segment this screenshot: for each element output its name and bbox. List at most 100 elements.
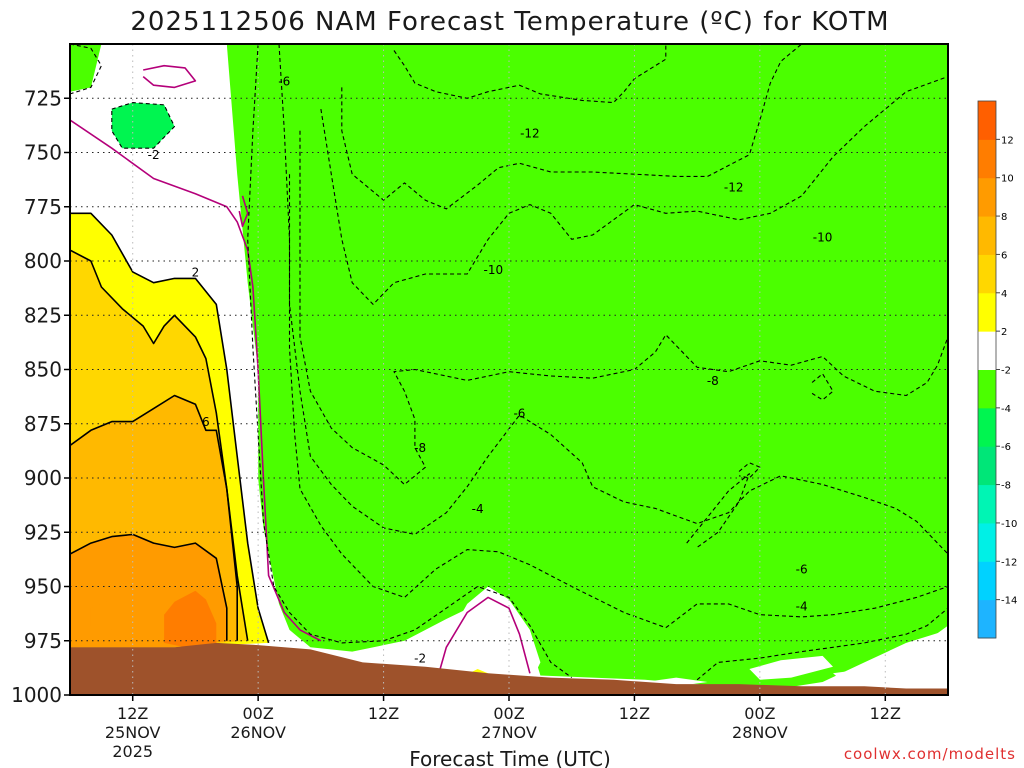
colorbar-swatch xyxy=(978,292,996,332)
contour-label: -6 xyxy=(278,74,290,88)
y-tick-label: 825 xyxy=(24,303,62,327)
temperature-band--4 xyxy=(937,412,948,470)
contour-label: -8 xyxy=(707,374,719,388)
contour-label: -12 xyxy=(520,126,540,140)
colorbar-label: -8 xyxy=(1001,481,1011,492)
contour-label: -4 xyxy=(472,502,484,516)
isotherm--8 xyxy=(811,373,834,401)
y-tick-label: 750 xyxy=(24,141,62,165)
isotherm--2 xyxy=(70,119,322,642)
colorbar-label: -10 xyxy=(1001,519,1017,530)
x-tick-label: 28NOV xyxy=(732,723,788,742)
x-axis-title: Forecast Time (UTC) xyxy=(409,747,611,768)
y-tick-label: 975 xyxy=(24,629,62,653)
temperature-band--2 xyxy=(927,625,948,678)
isotherm--4 xyxy=(247,44,573,679)
isotherm--10 xyxy=(299,130,948,486)
contour-label: 6 xyxy=(202,415,210,429)
colorbar-swatch xyxy=(978,599,996,639)
colorbar-swatch xyxy=(978,101,996,140)
isotherm--16 xyxy=(393,44,667,104)
contour-label: -12 xyxy=(724,181,744,195)
contour-label: -8 xyxy=(414,441,426,455)
isotherm-2 xyxy=(70,212,270,644)
temperature-band--4 xyxy=(226,44,948,689)
isotherm--2 xyxy=(238,195,249,228)
colorbar-swatch xyxy=(978,216,996,255)
colorbar-label: 8 xyxy=(1001,212,1007,223)
x-tick-label: 27NOV xyxy=(481,723,537,742)
colorbar-swatch xyxy=(978,254,996,294)
x-tick-label: 2025 xyxy=(112,742,153,761)
colorbar-label: 4 xyxy=(1001,289,1007,300)
colorbar-label: -2 xyxy=(1001,366,1011,377)
isotherm-6 xyxy=(70,394,238,641)
contour-label: 2 xyxy=(192,265,200,279)
isotherm--4 xyxy=(696,607,948,681)
isotherm--4 xyxy=(70,44,102,95)
temperature-band--2 xyxy=(749,655,833,680)
isotherm--8 xyxy=(738,462,761,479)
y-tick-label: 950 xyxy=(24,575,62,599)
colorbar-label: 12 xyxy=(1001,135,1014,146)
colorbar-label: 2 xyxy=(1001,327,1007,338)
y-tick-label: 775 xyxy=(24,195,62,219)
x-tick-label: 12Z xyxy=(870,704,901,723)
isotherm--2 xyxy=(435,596,531,685)
colorbar-swatch xyxy=(978,522,996,562)
colorbar-swatch xyxy=(978,331,996,370)
y-tick-label: 900 xyxy=(24,466,62,490)
ground-terrain xyxy=(70,642,948,695)
y-tick-label: 850 xyxy=(24,358,62,382)
colorbar-swatch xyxy=(978,484,996,524)
temperature-band-10 xyxy=(164,590,217,648)
colorbar-swatch xyxy=(978,139,996,179)
colorbar-swatch xyxy=(978,369,996,409)
y-tick-label: 1000 xyxy=(11,683,62,707)
x-tick-label: 00Z xyxy=(242,704,273,723)
colorbar-swatch xyxy=(978,407,996,447)
y-tick-label: 875 xyxy=(24,412,62,436)
temperature-band-8 xyxy=(90,599,123,630)
contour-layer: -6 -2 -12 -12 -10 -10 2 -8 -6 6 -8 -4 -6 -4 -2 xyxy=(70,44,948,695)
grid xyxy=(70,44,948,695)
x-tick-label: 26NOV xyxy=(230,723,286,742)
contour-label: -4 xyxy=(796,600,808,614)
y-tick-label: 925 xyxy=(24,520,62,544)
contour-label: -6 xyxy=(796,563,808,577)
isotherm--6 xyxy=(111,102,176,149)
colorbar-label: 10 xyxy=(1001,174,1014,185)
x-tick-label: 12Z xyxy=(117,704,148,723)
x-tick-label: 00Z xyxy=(744,704,775,723)
temperature-band--2 xyxy=(435,586,541,687)
credit-text: coolwx.com/modelts xyxy=(844,745,1016,763)
colorbar: -14 -12 -10 -8 -6 -4 -2 2 4 6 8 10 12 xyxy=(977,100,1017,639)
plot-area: -6 -2 -12 -12 -10 -10 2 -8 -6 6 -8 -4 -6 -4 -2 725 750 77… xyxy=(11,43,949,761)
colorbar-swatch xyxy=(978,446,996,486)
isotherm-8 xyxy=(70,533,228,641)
colorbar-label: 6 xyxy=(1001,250,1007,261)
x-tick-label: 12Z xyxy=(619,704,650,723)
isotherm--14 xyxy=(341,44,803,210)
contour-label: -10 xyxy=(484,263,504,277)
contour-label: -2 xyxy=(148,148,160,162)
x-tick-label: 12Z xyxy=(368,704,399,723)
y-axis: 725 750 775 800 825 850 875 900 925 950 975 1000 xyxy=(11,86,70,707)
y-tick-label: 725 xyxy=(24,86,62,110)
temperature-band--6 xyxy=(111,102,175,149)
colorbar-swatch xyxy=(978,177,996,217)
colorbar-label: -6 xyxy=(1001,442,1011,453)
colorbar-swatch xyxy=(978,561,996,601)
x-tick-label: 00Z xyxy=(493,704,524,723)
contour-label: -2 xyxy=(414,652,426,666)
chart-title: 2025112506 NAM Forecast Temperature (ºC)… xyxy=(130,7,889,37)
colorbar-label: -14 xyxy=(1001,596,1017,607)
colorbar-label: -4 xyxy=(1001,404,1011,415)
y-tick-label: 800 xyxy=(24,249,62,273)
contour-label: -6 xyxy=(513,406,525,420)
contour-label: -10 xyxy=(813,231,833,245)
colorbar-label: -12 xyxy=(1001,557,1017,568)
isotherm--2 xyxy=(142,64,197,89)
